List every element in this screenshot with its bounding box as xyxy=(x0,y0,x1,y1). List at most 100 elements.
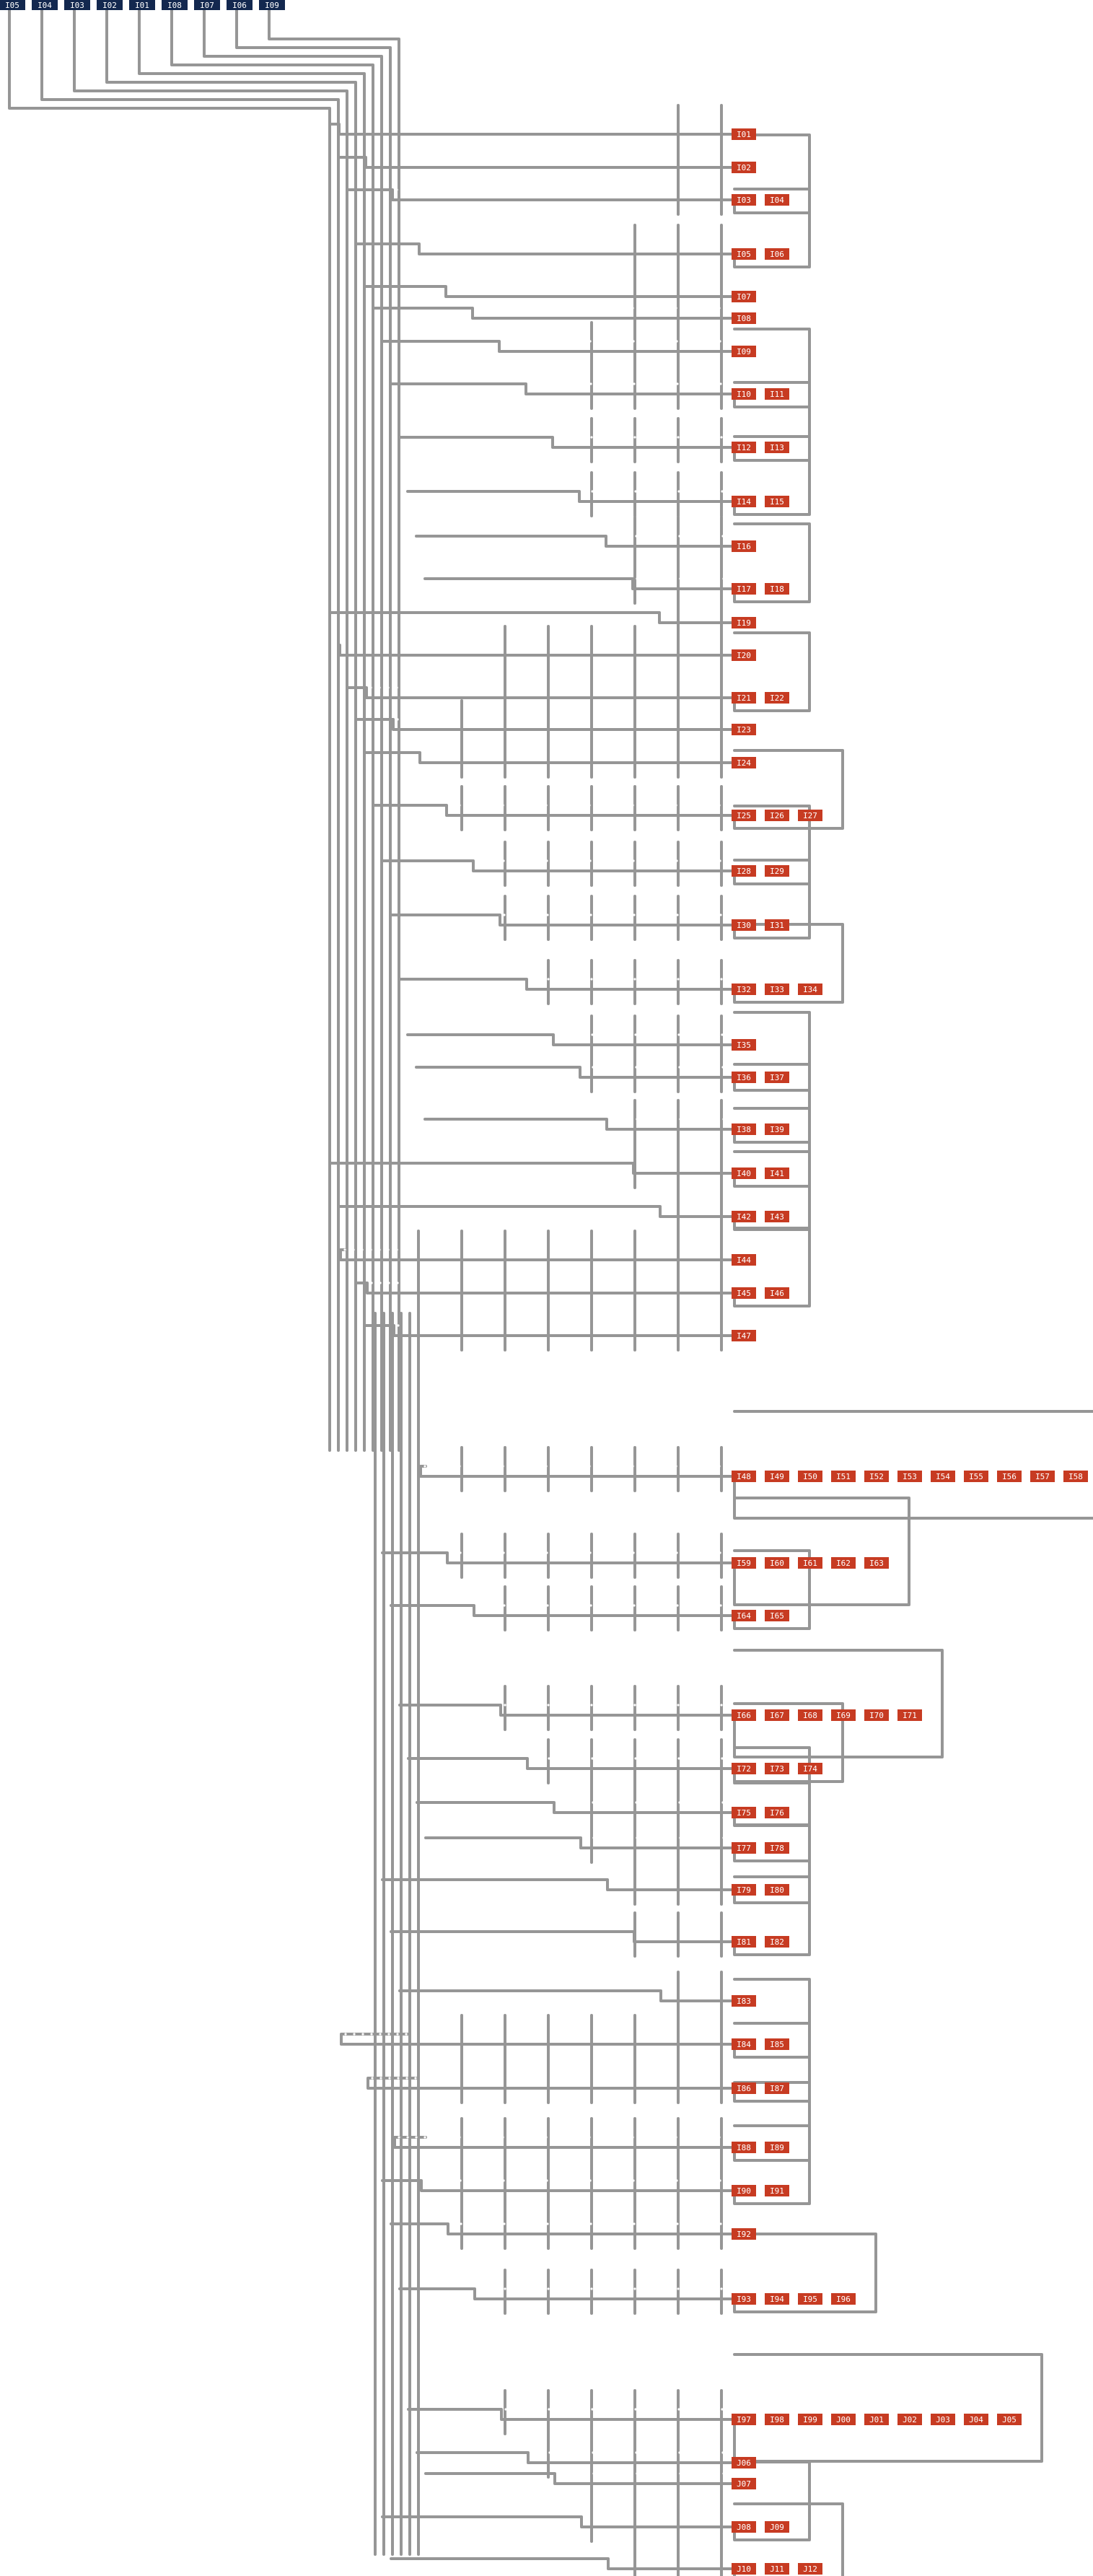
junction-r16-0 xyxy=(423,751,426,754)
junction-r13-15 xyxy=(473,644,475,647)
output-node-label: I63 xyxy=(869,1559,884,1568)
output-node-box xyxy=(765,1287,789,1299)
junction-r15-12 xyxy=(500,718,503,721)
junction-r39-13 xyxy=(457,2033,460,2036)
junction-r40-7 xyxy=(431,2077,434,2080)
junction-r19-16 xyxy=(641,914,644,916)
junction-r0-41 xyxy=(697,123,700,126)
wire-61 xyxy=(415,535,736,548)
output-node-label: I44 xyxy=(737,1256,751,1265)
junction-r29-9 xyxy=(501,1465,504,1468)
junction-r26-22 xyxy=(534,1248,537,1251)
output-node-box xyxy=(831,1557,856,1569)
junction-r26-29 xyxy=(594,1248,597,1251)
junction-r8-13 xyxy=(668,436,671,439)
junction-r20-1 xyxy=(538,978,541,981)
input-node-box xyxy=(194,0,220,10)
output-node-label: I85 xyxy=(770,2040,784,2049)
junction-r22-12 xyxy=(687,1066,690,1069)
output-node-box xyxy=(732,2478,756,2489)
output-node-label: J05 xyxy=(1002,2415,1017,2424)
junction-r1-6 xyxy=(421,156,423,159)
junction-r41-33 xyxy=(683,2136,686,2139)
wire-147 xyxy=(423,1118,736,1131)
output-node-label: I13 xyxy=(770,443,784,452)
junction-r39-32 xyxy=(621,2033,624,2036)
input-node-label: I04 xyxy=(38,1,52,10)
junction-r26-17 xyxy=(491,1248,493,1251)
junction-r2-30 xyxy=(655,188,658,191)
junction-r41-36 xyxy=(709,2136,712,2139)
junction-r12-7 xyxy=(723,611,726,614)
junction-r9-17 xyxy=(729,490,732,493)
junction-r40-2 xyxy=(388,2077,391,2080)
junction-r16-28 xyxy=(665,751,668,754)
junction-r3-32 xyxy=(699,242,702,245)
output-node-I82: I82 xyxy=(765,1936,789,1948)
input-node-I06: I06 xyxy=(227,0,253,10)
junction-r47-1 xyxy=(566,2472,569,2475)
junction-r0-1 xyxy=(351,123,354,126)
output-node-I51: I51 xyxy=(831,1471,856,1482)
output-node-label: I65 xyxy=(770,1611,784,1621)
junction-r47-14 xyxy=(679,2472,682,2475)
junction-r5-4 xyxy=(510,307,513,310)
junction-r23-6 xyxy=(662,1118,664,1121)
output-node-label: I75 xyxy=(737,1808,751,1818)
junction-r17-5 xyxy=(493,804,496,807)
junction-r18-6 xyxy=(528,859,531,862)
output-node-I76: I76 xyxy=(765,1807,789,1818)
junction-r3-14 xyxy=(543,242,546,245)
junction-r34-13 xyxy=(670,1801,672,1804)
junction-r15-27 xyxy=(630,718,633,721)
junction-r14-21 xyxy=(551,686,554,689)
junction-r1-37 xyxy=(689,156,692,159)
junction-r17-14 xyxy=(571,804,574,807)
junction-r49-10 xyxy=(698,2557,701,2560)
junction-r44-5 xyxy=(521,2287,524,2290)
junction-r35-0 xyxy=(584,1836,587,1839)
junction-r35-4 xyxy=(618,1836,621,1839)
junction-r2-37 xyxy=(716,188,719,191)
wire-198 xyxy=(381,1551,736,1564)
junction-r30-12 xyxy=(554,1551,557,1554)
junction-r2-35 xyxy=(698,188,701,191)
output-node-box xyxy=(732,1287,756,1299)
output-node-box xyxy=(798,1763,822,1774)
junction-r36-8 xyxy=(680,1878,682,1881)
junction-r46-15 xyxy=(661,2451,664,2454)
junction-r42-26 xyxy=(649,2179,652,2182)
output-node-label: J11 xyxy=(770,2564,784,2574)
junction-r33-8 xyxy=(600,1757,602,1760)
junction-r0-3 xyxy=(368,123,371,126)
junction-r31-21 xyxy=(659,1604,662,1607)
junction-r43-17 xyxy=(598,2222,601,2225)
junction-r18-4 xyxy=(511,859,514,862)
junction-r23-11 xyxy=(705,1118,708,1121)
junction-r16-17 xyxy=(570,751,573,754)
junction-r40-10 xyxy=(457,2077,460,2080)
output-node-box xyxy=(765,583,789,595)
junction-r1-34 xyxy=(663,156,666,159)
junction-r32-12 xyxy=(607,1704,610,1707)
junction-r39-12 xyxy=(448,2033,451,2036)
junction-r28-28 xyxy=(639,1324,642,1327)
output-node-label: I05 xyxy=(737,250,751,259)
junction-r7-11 xyxy=(624,382,627,385)
output-node-box xyxy=(864,1709,889,1721)
junction-r40-24 xyxy=(579,2077,581,2080)
junction-r40-3 xyxy=(397,2077,400,2080)
output-node-box xyxy=(732,1884,756,1896)
junction-r9-14 xyxy=(703,490,706,493)
junction-r46-16 xyxy=(670,2451,672,2454)
junction-r33-10 xyxy=(617,1757,620,1760)
junction-r27-39 xyxy=(708,1282,711,1284)
junction-r13-9 xyxy=(421,644,423,647)
junction-r33-15 xyxy=(660,1757,663,1760)
junction-r37-10 xyxy=(724,1930,727,1933)
output-node-box xyxy=(931,2414,955,2425)
junction-r17-23 xyxy=(649,804,651,807)
junction-r13-40 xyxy=(689,644,692,647)
wire-96 xyxy=(363,751,736,764)
junction-r26-5 xyxy=(387,1248,390,1251)
